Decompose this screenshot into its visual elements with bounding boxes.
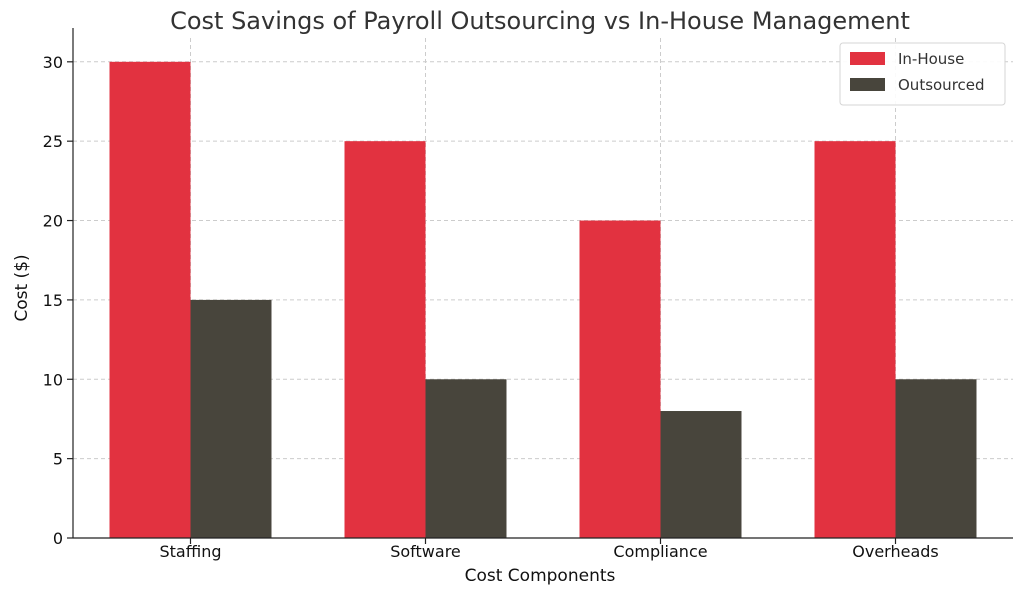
x-axis-ticks: Staffing Software Compliance Overheads bbox=[160, 538, 939, 561]
legend-swatch bbox=[850, 78, 885, 91]
bar-in-house-compliance bbox=[579, 220, 661, 539]
y-tick-label: 30 bbox=[43, 53, 63, 72]
bar-in-house-staffing bbox=[109, 61, 191, 539]
bars bbox=[109, 61, 977, 539]
chart-title: Cost Savings of Payroll Outsourcing vs I… bbox=[170, 7, 910, 35]
x-tick-label: Software bbox=[390, 542, 461, 561]
bar-in-house-overheads bbox=[814, 141, 896, 538]
bar-in-house-software bbox=[344, 141, 426, 538]
y-tick-label: 25 bbox=[43, 132, 63, 151]
y-tick-label: 10 bbox=[43, 370, 63, 389]
x-tick-label: Compliance bbox=[613, 542, 707, 561]
legend-label: Outsourced bbox=[898, 76, 985, 94]
x-axis-label: Cost Components bbox=[465, 566, 616, 586]
y-axis-label: Cost ($) bbox=[12, 254, 32, 321]
y-tick-label: 20 bbox=[43, 212, 63, 231]
bar-outsourced-software bbox=[425, 379, 507, 538]
y-axis-ticks: 0 5 10 15 20 25 30 bbox=[43, 53, 73, 548]
bar-outsourced-staffing bbox=[190, 299, 272, 538]
legend: In-House Outsourced bbox=[839, 42, 1006, 106]
bar-outsourced-compliance bbox=[660, 411, 742, 538]
bar-outsourced-overheads bbox=[895, 379, 977, 538]
axes bbox=[72, 28, 1013, 539]
x-tick-label: Overheads bbox=[852, 542, 938, 561]
legend-label: In-House bbox=[898, 50, 964, 68]
y-tick-label: 5 bbox=[53, 450, 63, 469]
y-tick-label: 0 bbox=[53, 529, 63, 548]
legend-swatch bbox=[850, 52, 885, 65]
x-tick-label: Staffing bbox=[160, 542, 222, 561]
y-tick-label: 15 bbox=[43, 291, 63, 310]
